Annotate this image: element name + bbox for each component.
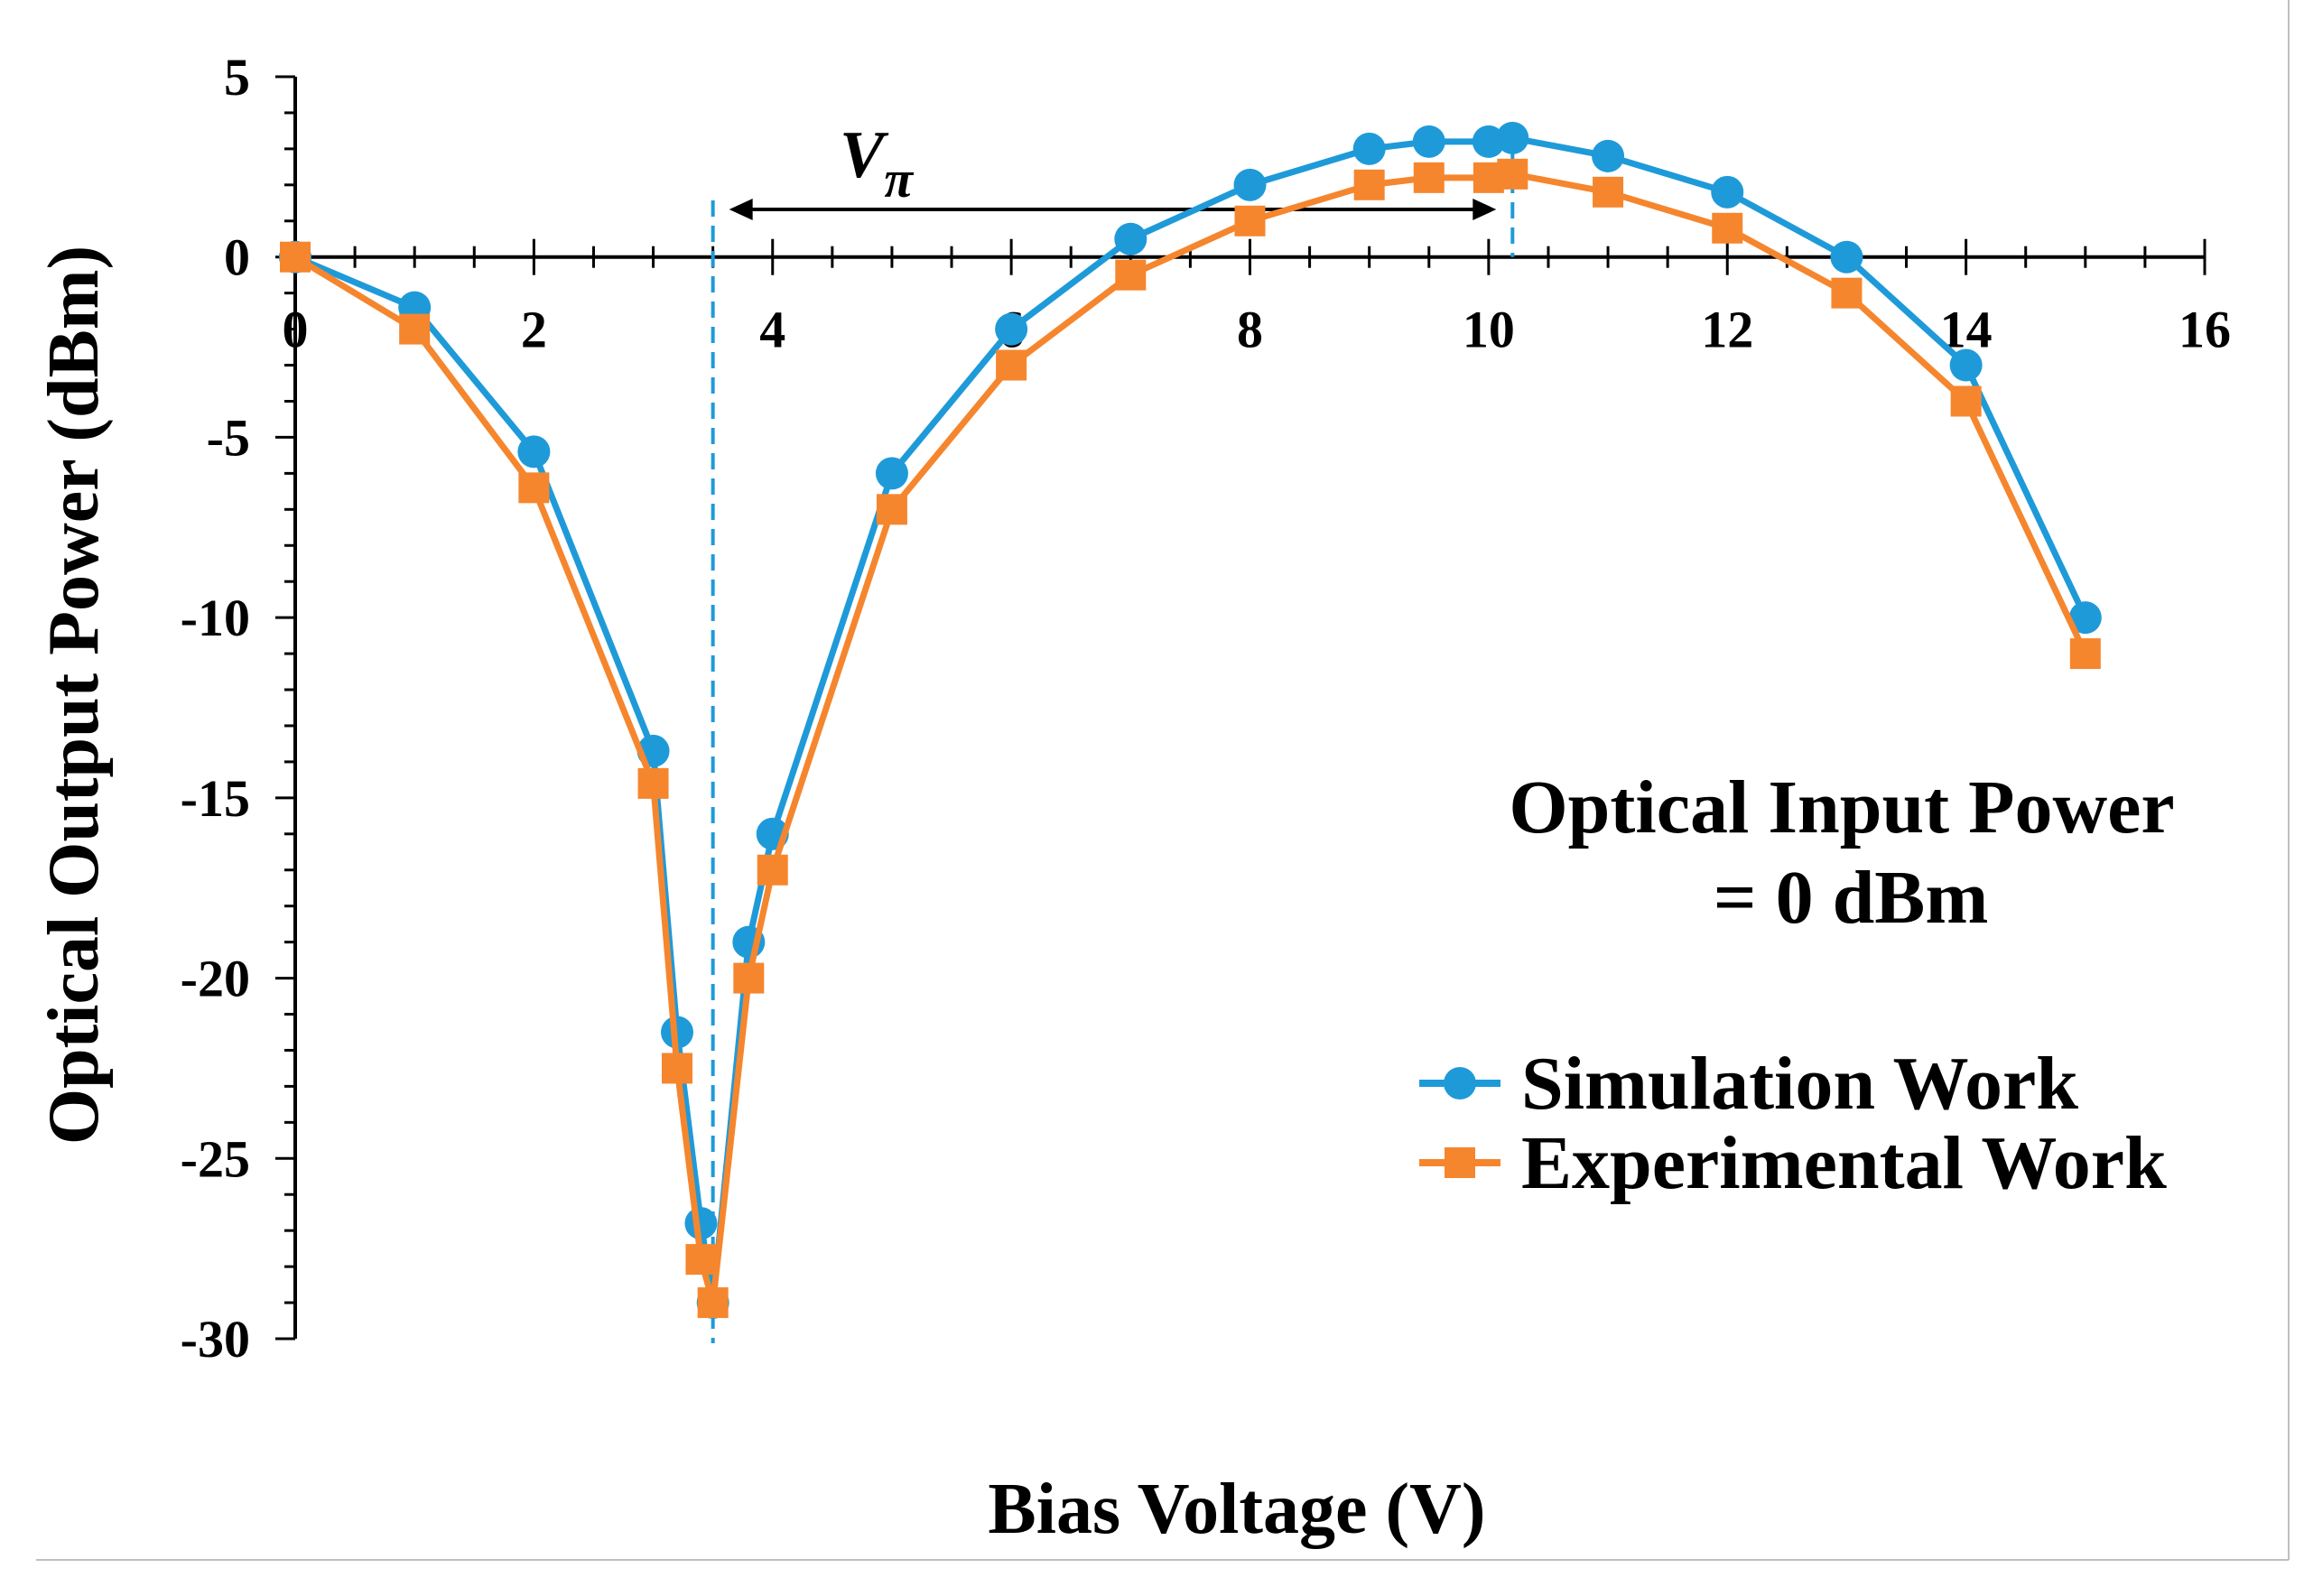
x-tick-label: 8	[1237, 301, 1263, 359]
vpi-subscript: π	[884, 150, 914, 209]
data-point	[1234, 205, 1266, 237]
series-line	[293, 171, 2088, 1306]
data-point	[733, 962, 765, 994]
data-point	[662, 1053, 692, 1084]
data-point	[518, 472, 550, 504]
x-axis-title: Bias Voltage (V)	[988, 1470, 1485, 1549]
legend-marker	[1445, 1147, 1475, 1178]
legend-item: Experimental Work	[1419, 1121, 2167, 1205]
data-point	[1830, 240, 1863, 274]
vpi-label: Vπ	[840, 118, 914, 209]
x-tick-labels: 0246810121416	[283, 301, 2232, 359]
vpi-arrowhead-left	[729, 199, 753, 220]
y-tick-label: -30	[181, 1310, 250, 1369]
data-point	[995, 312, 1028, 346]
y-tick-label: 5	[224, 48, 250, 107]
x-tick-label: 16	[2179, 301, 2231, 359]
legend-label: Experimental Work	[1521, 1121, 2167, 1205]
data-point	[1831, 277, 1863, 309]
minor-ticks	[275, 75, 2206, 1341]
data-point	[1712, 212, 1743, 244]
data-point	[685, 1244, 717, 1276]
data-point	[996, 349, 1027, 381]
data-point	[280, 241, 311, 273]
data-point	[875, 457, 908, 490]
data-point	[1472, 125, 1505, 158]
data-point	[697, 1287, 729, 1319]
data-point	[1711, 175, 1744, 209]
legend-marker	[1444, 1067, 1476, 1100]
data-point	[1593, 176, 1624, 208]
data-point	[2069, 638, 2101, 670]
y-tick-label: -5	[207, 408, 250, 467]
data-point	[1412, 125, 1445, 158]
y-tick-label: -20	[181, 950, 250, 1008]
data-point	[1114, 222, 1147, 255]
legend-item: Simulation Work	[1419, 1042, 2078, 1126]
series-group	[279, 121, 2102, 1320]
y-tick-label: 0	[224, 228, 250, 287]
x-tick-label: 4	[759, 301, 785, 359]
data-point	[876, 494, 907, 525]
data-point	[517, 435, 551, 469]
x-tick-label: 12	[1701, 301, 1753, 359]
data-point	[2068, 601, 2102, 635]
data-point	[399, 313, 431, 345]
y-tick-label: -10	[181, 589, 250, 647]
legend-label: Simulation Work	[1521, 1042, 2078, 1126]
data-point	[1115, 259, 1147, 291]
data-point	[1233, 168, 1267, 201]
x-tick-label: 10	[1463, 301, 1515, 359]
y-tick-label: -15	[181, 769, 250, 828]
data-point	[1592, 139, 1625, 172]
input-power-annotation-line2: = 0 dBm	[1714, 856, 1989, 940]
data-point	[757, 854, 788, 886]
y-tick-labels: 5 0 -5 -10 -15 -20 -25 -30	[181, 48, 250, 1369]
data-point	[637, 767, 669, 799]
data-point	[1496, 121, 1529, 154]
data-point	[1497, 158, 1528, 190]
data-point	[1950, 385, 1982, 417]
x-tick-label: 2	[521, 301, 547, 359]
data-point	[1413, 162, 1445, 193]
input-power-annotation-line1: Optical Input Power	[1509, 766, 2174, 849]
data-point	[1353, 169, 1385, 200]
x-tick-label: 0	[283, 301, 309, 359]
y-axis-title: Optical Output Power (dBm)	[34, 246, 114, 1145]
data-point	[1352, 132, 1386, 165]
vpi-annotation: Vπ	[711, 118, 1515, 1343]
vpi-main: V	[840, 118, 889, 192]
data-point	[1949, 348, 1983, 382]
series-experimental-work	[280, 158, 2101, 1319]
y-tick-label: -25	[181, 1129, 250, 1188]
vpi-arrowhead-right	[1473, 199, 1497, 220]
